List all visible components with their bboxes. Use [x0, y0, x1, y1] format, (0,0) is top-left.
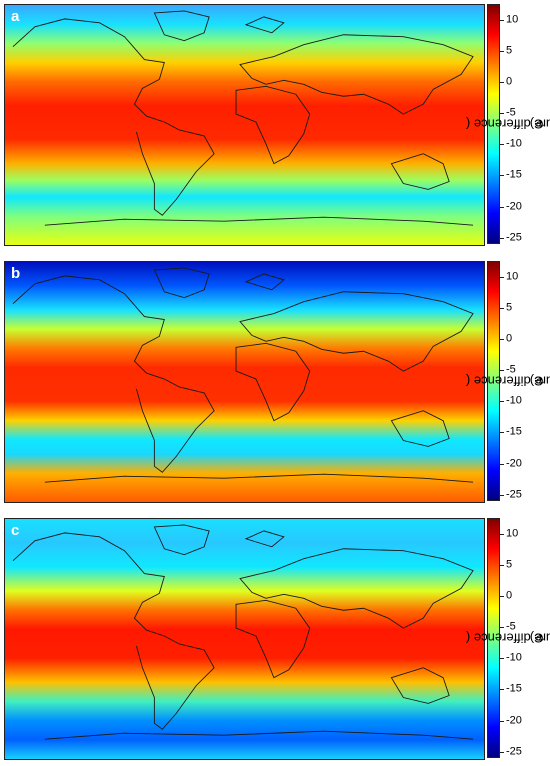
- colorbar-tick-mark: [500, 307, 504, 309]
- map-a: a: [4, 4, 485, 246]
- colorbar-ticks-a: 10 5 0 -5 -10 -15 -20 -25: [500, 4, 524, 244]
- colorbar-c: [487, 518, 500, 758]
- colorbar-tick-mark: [500, 564, 504, 566]
- colorbar-a: [487, 4, 500, 244]
- panel-label-a: a: [11, 8, 20, 25]
- colorbar-ticks-c: 10 5 0 -5 -10 -15 -20 -25: [500, 518, 524, 758]
- colorbar-tick-label: 5: [506, 44, 513, 57]
- colorbar-tick-mark: [500, 338, 504, 340]
- colorbar-tick-label: -10: [506, 137, 522, 150]
- colorbar-tick-mark: [500, 50, 504, 52]
- colorbar-tick-label: -25: [506, 231, 522, 244]
- colorbar-tick-label: -20: [506, 457, 522, 470]
- colorbar-tick-label: -5: [506, 106, 516, 119]
- colorbar-tick-mark: [500, 276, 504, 278]
- panel-a: a 10 5 0 -5 -10 -15 -20 -25 Temperature differe…: [0, 4, 550, 250]
- colorbar-tick-mark: [500, 144, 504, 146]
- colorbar-tick-mark: [500, 19, 504, 21]
- colorbar-tick-label: -15: [506, 425, 522, 438]
- panel-c: c 10 5 0 -5 -10 -15 -20 -25 Temperature differe…: [0, 518, 550, 764]
- colorbar-tick-label: -15: [506, 682, 522, 695]
- map-c: c: [4, 518, 485, 760]
- temperature-field-b: [5, 262, 484, 502]
- colorbar-tick-label: -5: [506, 620, 516, 633]
- panel-b: b 10 5 0 -5 -10 -15 -20 -25 Temperature differe…: [0, 261, 550, 507]
- colorbar-tick-mark: [500, 658, 504, 660]
- colorbar-tick-mark: [500, 113, 504, 115]
- colorbar-tick-mark: [500, 463, 504, 465]
- colorbar-tick-label: 5: [506, 558, 513, 571]
- temperature-field-c: [5, 519, 484, 759]
- colorbar-tick-mark: [500, 627, 504, 629]
- colorbar-tick-label: -25: [506, 745, 522, 758]
- colorbar-tick-mark: [500, 720, 504, 722]
- colorbar-tick-label: -20: [506, 200, 522, 213]
- colorbar-tick-label: 5: [506, 301, 513, 314]
- colorbar-tick-mark: [500, 533, 504, 535]
- colorbar-tick-mark: [500, 401, 504, 403]
- colorbar-tick-mark: [500, 81, 504, 83]
- panel-label-c: c: [11, 522, 20, 539]
- colorbar-tick-label: 0: [506, 332, 513, 345]
- colorbar-tick-mark: [500, 175, 504, 177]
- colorbar-tick-mark: [500, 494, 504, 496]
- colorbar-tick-label: -25: [506, 488, 522, 501]
- colorbar-title-c: Temperature difference (oC): [466, 630, 550, 646]
- colorbar-tick-label: 0: [506, 75, 513, 88]
- colorbar-tick-label: 10: [506, 527, 519, 540]
- colorbar-tick-mark: [500, 370, 504, 372]
- colorbar-tick-label: 10: [506, 13, 519, 26]
- colorbar-tick-label: -10: [506, 394, 522, 407]
- colorbar-tick-mark: [500, 595, 504, 597]
- colorbar-tick-label: 0: [506, 589, 513, 602]
- colorbar-title-a: Temperature difference (oC): [466, 116, 550, 132]
- colorbar-tick-mark: [500, 432, 504, 434]
- colorbar-tick-label: -5: [506, 363, 516, 376]
- colorbar-b: [487, 261, 500, 501]
- map-b: b: [4, 261, 485, 503]
- colorbar-tick-label: -20: [506, 714, 522, 727]
- temperature-field-a: [5, 5, 484, 245]
- colorbar-tick-label: -10: [506, 651, 522, 664]
- colorbar-tick-mark: [500, 206, 504, 208]
- colorbar-tick-mark: [500, 237, 504, 239]
- colorbar-tick-mark: [500, 689, 504, 691]
- colorbar-title-b: Temperature difference (oC): [466, 373, 550, 389]
- colorbar-tick-label: -15: [506, 168, 522, 181]
- panel-label-b: b: [11, 265, 21, 282]
- colorbar-tick-label: 10: [506, 270, 519, 283]
- colorbar-ticks-b: 10 5 0 -5 -10 -15 -20 -25: [500, 261, 524, 501]
- colorbar-tick-mark: [500, 751, 504, 753]
